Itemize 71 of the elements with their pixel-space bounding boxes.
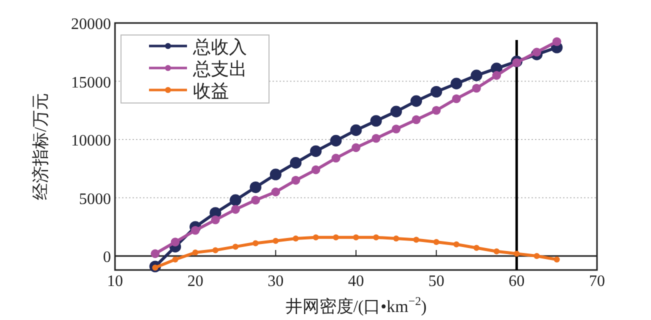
point xyxy=(332,154,340,163)
point xyxy=(212,247,218,254)
point xyxy=(430,86,442,98)
point xyxy=(412,115,421,124)
x-tick-label: 20 xyxy=(187,273,204,290)
point xyxy=(373,234,380,240)
point xyxy=(390,106,402,118)
x-axis-title: 井网密度/(口•km$^{−2}$) xyxy=(285,294,427,316)
x-tick-label: 50 xyxy=(428,273,444,290)
point xyxy=(372,134,380,143)
y-tick-label: 20000 xyxy=(71,16,111,33)
y-axis-title: 经济指标/万元 xyxy=(31,93,50,200)
point xyxy=(453,241,460,248)
x-tick-label: 40 xyxy=(348,273,364,290)
x-tick-label: 10 xyxy=(107,273,123,290)
point xyxy=(352,143,360,152)
point xyxy=(353,234,359,240)
legend-label: 总收入 xyxy=(192,37,247,57)
y-tick-label: 10000 xyxy=(71,132,111,150)
point xyxy=(252,240,259,246)
y-tick-label: 5000 xyxy=(79,190,111,208)
point xyxy=(250,181,262,194)
point xyxy=(291,176,300,185)
point xyxy=(192,250,198,256)
legend-label: 总支出 xyxy=(192,59,247,79)
point xyxy=(492,71,501,80)
point xyxy=(472,84,481,93)
point xyxy=(271,188,280,196)
point xyxy=(232,244,238,250)
point xyxy=(172,256,178,263)
point xyxy=(514,250,520,257)
point xyxy=(332,234,339,240)
point xyxy=(272,238,279,244)
point xyxy=(230,194,242,206)
legend-label: 收益 xyxy=(193,81,229,101)
point xyxy=(310,145,322,157)
x-tick-label: 70 xyxy=(589,273,605,290)
point xyxy=(370,115,382,127)
point xyxy=(290,157,302,169)
y-tick-label: 0 xyxy=(103,249,111,266)
y-tick-label: 15000 xyxy=(71,74,111,92)
x-tick-label: 30 xyxy=(268,273,284,290)
point xyxy=(433,239,440,246)
point xyxy=(494,248,500,254)
point xyxy=(554,256,560,263)
point xyxy=(311,165,320,174)
point xyxy=(512,58,522,68)
point xyxy=(534,253,540,260)
point xyxy=(452,94,461,104)
point xyxy=(432,106,441,115)
point xyxy=(410,95,422,107)
point xyxy=(393,236,400,242)
point xyxy=(330,134,342,146)
point xyxy=(251,196,260,204)
x-tick-label: 60 xyxy=(508,273,525,290)
point xyxy=(270,168,282,180)
point xyxy=(231,205,240,214)
point xyxy=(470,70,482,82)
point xyxy=(532,48,542,57)
point xyxy=(150,249,160,258)
point xyxy=(211,216,220,224)
point xyxy=(450,78,462,90)
point xyxy=(350,124,362,136)
point xyxy=(413,236,420,243)
point xyxy=(474,244,480,251)
point xyxy=(312,234,319,240)
point xyxy=(170,238,180,246)
point xyxy=(392,124,401,134)
point xyxy=(292,236,299,242)
point xyxy=(552,37,562,46)
point xyxy=(190,226,200,235)
